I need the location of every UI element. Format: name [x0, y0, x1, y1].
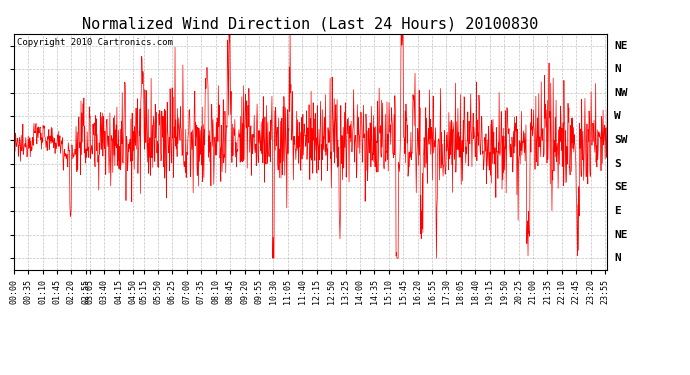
Text: S: S	[614, 159, 621, 169]
Text: NW: NW	[614, 88, 628, 98]
Text: SE: SE	[614, 182, 628, 192]
Text: N: N	[614, 64, 621, 74]
Text: SW: SW	[614, 135, 628, 145]
Text: W: W	[614, 111, 621, 122]
Text: Copyright 2010 Cartronics.com: Copyright 2010 Cartronics.com	[17, 39, 172, 48]
Text: NE: NE	[614, 40, 628, 51]
Title: Normalized Wind Direction (Last 24 Hours) 20100830: Normalized Wind Direction (Last 24 Hours…	[82, 16, 539, 31]
Text: E: E	[614, 206, 621, 216]
Text: NE: NE	[614, 230, 628, 240]
Text: N: N	[614, 253, 621, 263]
